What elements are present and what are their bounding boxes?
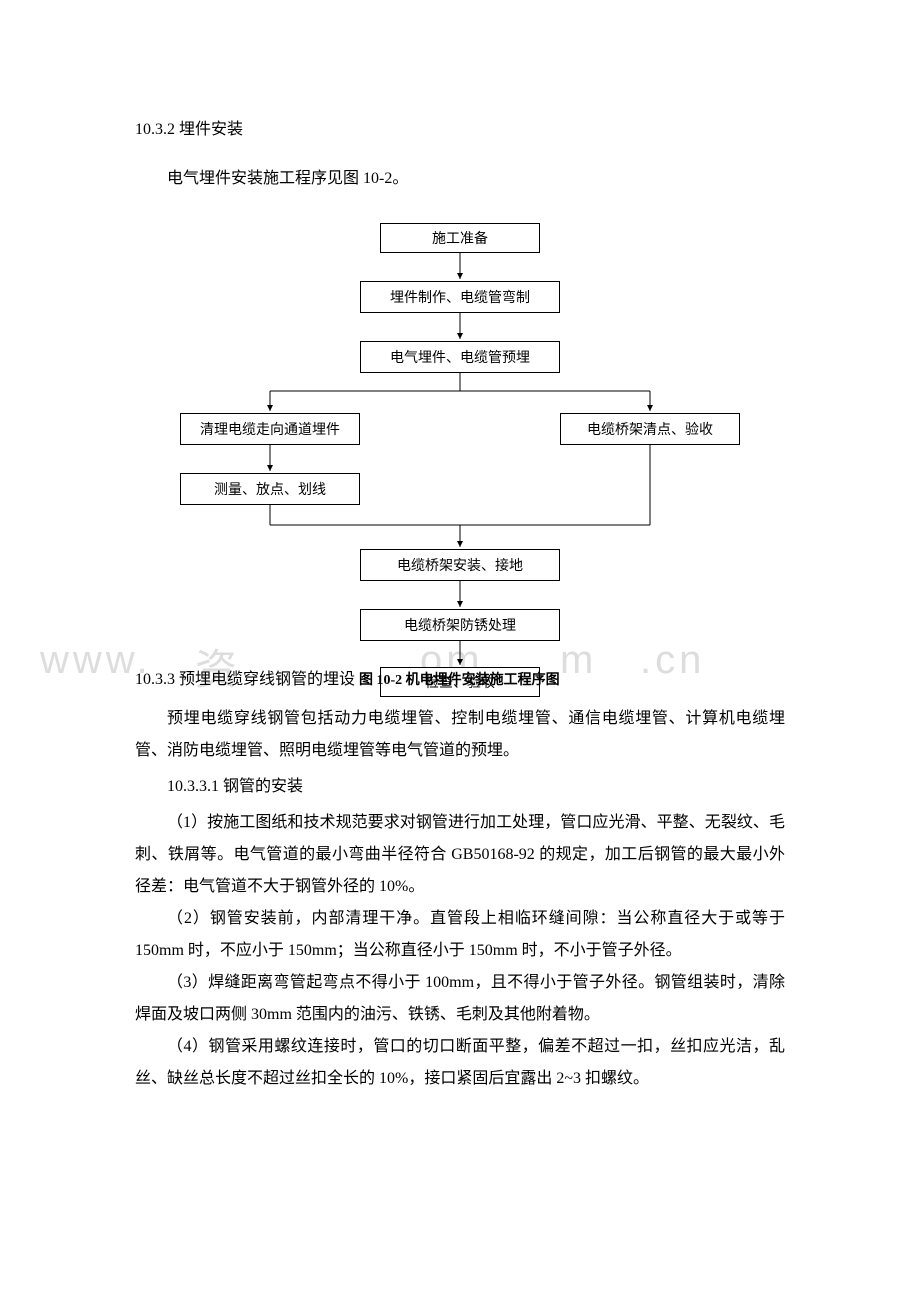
flow-node-5: 电缆桥架清点、验收: [560, 413, 740, 445]
flow-node-2: 埋件制作、电缆管弯制: [360, 281, 560, 313]
flowchart: 施工准备 埋件制作、电缆管弯制 电气埋件、电缆管预埋 清理电缆走向通道埋件 电缆…: [140, 213, 780, 683]
flow-node-6: 测量、放点、划线: [180, 473, 360, 505]
para-3: （3）焊缝距离弯管起弯点不得小于 100mm，且不得小于管子外径。钢管组装时，清…: [135, 967, 785, 1031]
para-2: （2）钢管安装前，内部清理干净。直管段上相临环缝间隙：当公称直径大于或等于 15…: [135, 903, 785, 967]
flow-node-1: 施工准备: [380, 223, 540, 253]
flowchart-caption: 图 10-2 机电埋件安装施工程序图: [359, 669, 560, 689]
heading-10-3-3-1: 10.3.3.1 钢管的安装: [135, 771, 785, 803]
flow-node-7: 电缆桥架安装、接地: [360, 549, 560, 581]
intro-10-3-3: 预埋电缆穿线钢管包括动力电缆埋管、控制电缆埋管、通信电缆埋管、计算机电缆埋管、消…: [135, 703, 785, 767]
para-1: （1）按施工图纸和技术规范要求对钢管进行加工处理，管口应光滑、平整、无裂纹、毛刺…: [135, 807, 785, 903]
flow-node-4: 清理电缆走向通道埋件: [180, 413, 360, 445]
heading-10-3-3: 10.3.3 预埋电缆穿线钢管的埋设: [135, 671, 355, 688]
flow-node-8: 电缆桥架防锈处理: [360, 609, 560, 641]
para-4: （4）钢管采用螺纹连接时，管口的切口断面平整，偏差不超过一扣，丝扣应光洁，乱丝、…: [135, 1031, 785, 1095]
heading-10-3-2: 10.3.2 埋件安装: [135, 115, 785, 139]
flow-node-3: 电气埋件、电缆管预埋: [360, 341, 560, 373]
intro-10-3-2: 电气埋件安装施工程序见图 10-2。: [135, 163, 785, 195]
